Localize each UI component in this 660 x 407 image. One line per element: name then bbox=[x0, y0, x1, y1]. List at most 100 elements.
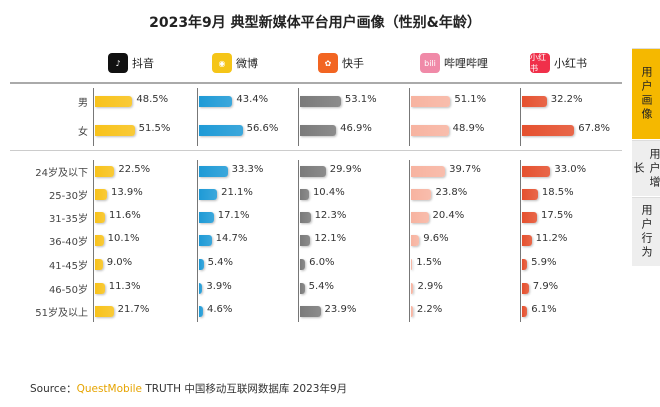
age-bar bbox=[95, 259, 103, 270]
age-bar bbox=[300, 212, 311, 223]
age-value: 5.9% bbox=[531, 257, 557, 268]
age-value: 39.7% bbox=[449, 164, 481, 175]
source-note: Source：QuestMobile TRUTH 中国移动互联网数据库 2023… bbox=[30, 381, 347, 396]
age-label: 51岁及以上 bbox=[35, 308, 88, 319]
age-value: 11.3% bbox=[108, 281, 141, 292]
age-value: 6.0% bbox=[309, 257, 335, 268]
age-value: 12.1% bbox=[314, 233, 347, 244]
tab-1[interactable]: 用户增长 bbox=[632, 140, 660, 196]
xiaohongshu-icon: 小红书 bbox=[530, 53, 550, 73]
age-value: 1.5% bbox=[416, 257, 442, 268]
platform-header-2: ✿ 快手 bbox=[318, 52, 364, 74]
age-bar bbox=[95, 283, 105, 294]
gender-bar bbox=[300, 125, 337, 136]
chart-title: 2023年9月 典型新媒体平台用户画像（性别&年龄） bbox=[149, 15, 481, 31]
gender-bar bbox=[199, 96, 233, 107]
age-bar bbox=[411, 166, 446, 177]
age-label: 36-40岁 bbox=[48, 237, 88, 248]
axis-line bbox=[409, 88, 410, 146]
age-value: 10.4% bbox=[312, 187, 345, 198]
gender-value: 51.1% bbox=[454, 94, 487, 105]
platform-name: 微博 bbox=[236, 57, 258, 70]
age-bar bbox=[411, 235, 420, 246]
axis-line bbox=[520, 160, 521, 322]
platform-header-4: 小红书 小红书 bbox=[530, 52, 587, 74]
age-bar bbox=[411, 259, 413, 270]
age-label: 41-45岁 bbox=[48, 261, 88, 272]
axis-line bbox=[409, 160, 410, 322]
age-value: 6.1% bbox=[531, 304, 557, 315]
age-value: 5.4% bbox=[207, 257, 234, 268]
age-bar bbox=[411, 212, 429, 223]
age-bar bbox=[95, 166, 115, 177]
age-value: 7.9% bbox=[532, 281, 559, 292]
axis-line bbox=[93, 88, 94, 146]
age-value: 9.0% bbox=[106, 257, 133, 268]
kuaishou-icon: ✿ bbox=[318, 53, 338, 73]
platform-header-3: bili 哔哩哔哩 bbox=[420, 52, 488, 74]
platform-header-0: ♪ 抖音 bbox=[108, 52, 154, 74]
age-value: 17.1% bbox=[217, 210, 250, 221]
age-bar bbox=[300, 235, 311, 246]
gender-bar bbox=[411, 125, 449, 136]
gender-label: 男 bbox=[78, 98, 88, 109]
age-bar bbox=[522, 306, 528, 317]
age-value: 13.9% bbox=[110, 187, 143, 198]
age-value: 11.2% bbox=[535, 233, 568, 244]
age-label: 46-50岁 bbox=[48, 285, 88, 296]
age-label: 24岁及以下 bbox=[35, 168, 88, 179]
age-value: 23.9% bbox=[324, 304, 357, 315]
source-text: TRUTH 中国移动互联网数据库 2023年9月 bbox=[142, 383, 348, 395]
age-bar bbox=[95, 306, 114, 317]
platform-name: 抖音 bbox=[132, 57, 154, 70]
age-value: 21.1% bbox=[221, 187, 253, 198]
age-bar bbox=[522, 235, 532, 246]
age-bar bbox=[522, 189, 538, 200]
gender-bar bbox=[199, 125, 243, 136]
age-value: 23.8% bbox=[435, 187, 468, 198]
age-bar bbox=[199, 235, 212, 246]
age-value: 4.6% bbox=[206, 304, 233, 315]
gender-bar bbox=[522, 125, 575, 136]
gender-value: 48.5% bbox=[136, 94, 169, 105]
gender-bar bbox=[300, 96, 341, 107]
tab-0[interactable]: 用户画像 bbox=[632, 48, 660, 139]
axis-line bbox=[298, 88, 299, 146]
age-value: 22.5% bbox=[118, 164, 151, 175]
gender-value: 46.9% bbox=[340, 123, 372, 134]
age-bar bbox=[95, 235, 104, 246]
age-bar bbox=[300, 259, 306, 270]
age-value: 18.5% bbox=[541, 187, 574, 198]
section-divider bbox=[10, 150, 622, 151]
gender-value: 32.2% bbox=[550, 94, 583, 105]
age-label: 31-35岁 bbox=[48, 214, 88, 225]
age-value: 29.9% bbox=[329, 164, 362, 175]
tab-2[interactable]: 用户行为 bbox=[632, 197, 660, 266]
axis-line bbox=[520, 88, 521, 146]
age-bar bbox=[300, 166, 326, 177]
age-value: 33.0% bbox=[554, 164, 587, 175]
platform-name: 哔哩哔哩 bbox=[444, 57, 488, 70]
age-bar bbox=[95, 189, 107, 200]
age-bar bbox=[199, 189, 218, 200]
age-value: 5.4% bbox=[308, 281, 335, 292]
axis-line bbox=[197, 88, 198, 146]
platform-name: 快手 bbox=[342, 57, 364, 70]
age-label: 25-30岁 bbox=[48, 191, 88, 202]
age-bar bbox=[522, 166, 551, 177]
age-bar bbox=[522, 259, 528, 270]
age-bar bbox=[411, 189, 432, 200]
bilibili-icon: bili bbox=[420, 53, 440, 73]
age-bar bbox=[199, 306, 203, 317]
age-value: 2.2% bbox=[416, 304, 443, 315]
age-bar bbox=[411, 306, 413, 317]
gender-value: 51.5% bbox=[138, 123, 171, 134]
age-value: 21.7% bbox=[117, 304, 150, 315]
age-value: 20.4% bbox=[432, 210, 465, 221]
gender-value: 53.1% bbox=[344, 94, 377, 105]
platform-header-1: ◉ 微博 bbox=[212, 52, 258, 74]
gender-bar bbox=[411, 96, 451, 107]
age-value: 14.7% bbox=[215, 233, 248, 244]
axis-line bbox=[93, 160, 94, 322]
platform-name: 小红书 bbox=[554, 57, 587, 70]
